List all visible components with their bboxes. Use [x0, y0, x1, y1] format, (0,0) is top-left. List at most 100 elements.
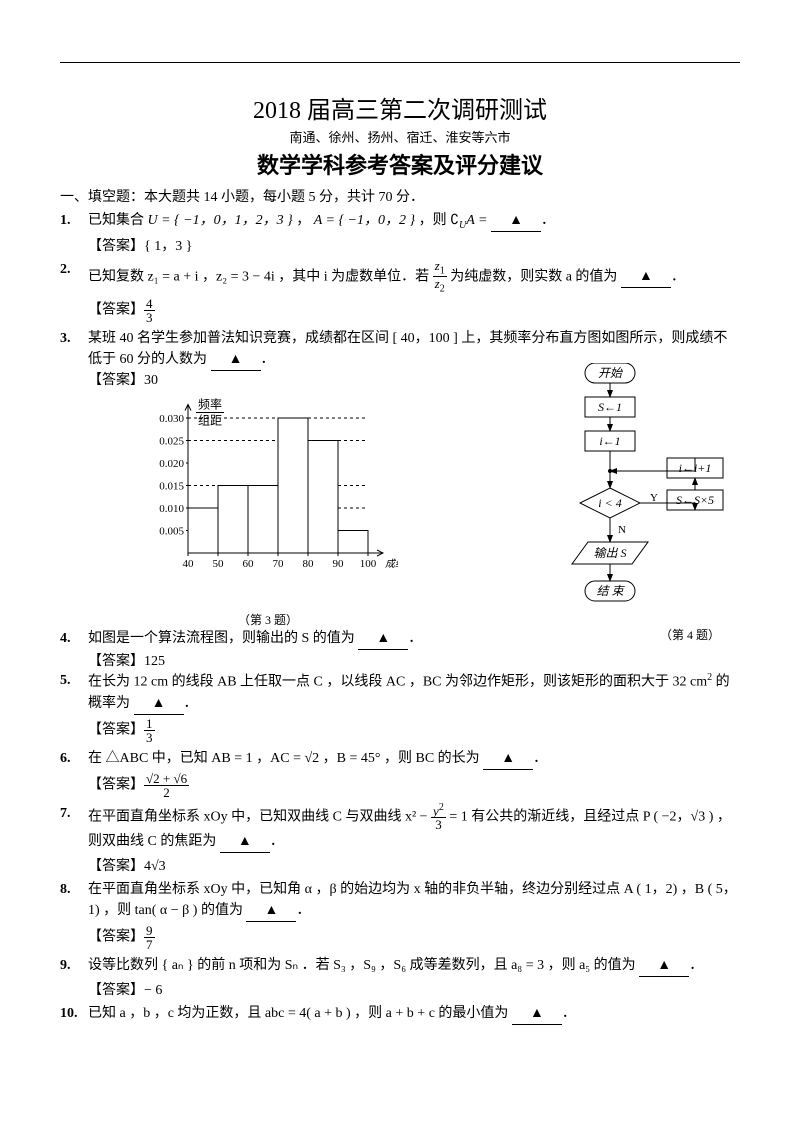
blank-marker: ▲	[501, 751, 515, 766]
question-4: 4. 如图是一个算法流程图，则输出的 S 的值为 ▲．	[60, 628, 740, 650]
q6-num: 6.	[60, 748, 88, 770]
answer-label: 【答案】	[88, 654, 144, 669]
question-2: 2. 已知复数 z₁ = a + i ，z₂ = 3 − 4i ，其中 i 为虚…	[60, 259, 740, 295]
q10-body: 已知 a ，b ，c 均为正数，且 abc = 4( a + b ) ，则 a …	[88, 1003, 740, 1025]
svg-text:90: 90	[333, 558, 345, 570]
q4-blank: ▲	[358, 628, 408, 650]
blank-marker: ▲	[229, 352, 243, 367]
q9-num: 9.	[60, 955, 88, 977]
blank-marker: ▲	[265, 903, 279, 918]
q6-ans-frac: √2 + √62	[144, 772, 189, 799]
q10-blank: ▲	[512, 1003, 562, 1025]
q7-text-a: 在平面直角坐标系 xOy 中，已知双曲线 C 与双曲线 x² −	[88, 809, 431, 824]
q3-text: 某班 40 名学生参加普法知识竞赛，成绩都在区间 [ 40，100 ] 上，其频…	[88, 331, 727, 367]
question-10: 10. 已知 a ，b ，c 均为正数，且 abc = 4( a + b ) ，…	[60, 1003, 740, 1025]
q8-answer: 【答案】97	[88, 924, 740, 951]
svg-text:0.020: 0.020	[159, 458, 184, 470]
svg-text:80: 80	[303, 558, 315, 570]
svg-text:70: 70	[273, 558, 285, 570]
q5-answer: 【答案】13	[88, 717, 740, 744]
q2-blank: ▲	[621, 266, 671, 288]
q1-complement: ∁	[450, 213, 459, 228]
q8-text: 在平面直角坐标系 xOy 中，已知角 α ，β 的始边均为 x 轴的非负半轴，终…	[88, 882, 737, 918]
q4-answer: 【答案】125	[88, 650, 740, 670]
q2-body: 已知复数 z₁ = a + i ，z₂ = 3 − 4i ，其中 i 为虚数单位…	[88, 259, 740, 295]
svg-text:0.005: 0.005	[159, 525, 184, 537]
svg-text:50: 50	[213, 558, 225, 570]
section-heading: 一、填空题：本大题共 14 小题，每小题 5 分，共计 70 分．	[60, 186, 740, 206]
q6-answer: 【答案】√2 + √62	[88, 772, 740, 799]
q2-tail: 为纯虚数，则实数 a 的值为	[450, 269, 617, 284]
flowchart-figure: 开始S←1i←1i < 4i←i+1S←S×5输出 S结 束YN	[510, 363, 740, 623]
q1-mid: ，则	[419, 213, 451, 228]
svg-text:Y: Y	[650, 492, 658, 504]
q4-ans: 125	[144, 654, 165, 669]
q8-num: 8.	[60, 879, 88, 922]
q7-frac: y23	[431, 803, 446, 831]
q3-blank: ▲	[211, 349, 261, 371]
subtitle: 南通、徐州、扬州、宿迁、淮安等六市	[60, 127, 740, 146]
svg-text:60: 60	[243, 558, 255, 570]
q5-body: 在长为 12 cm 的线段 AB 上任取一点 C ，以线段 AC ，BC 为邻边…	[88, 670, 740, 715]
blank-marker: ▲	[639, 269, 653, 284]
q9-blank: ▲	[639, 955, 689, 977]
question-8: 8. 在平面直角坐标系 xOy 中，已知角 α ，β 的始边均为 x 轴的非负半…	[60, 879, 740, 922]
q1-c1: ，	[296, 213, 310, 228]
top-rule	[60, 62, 740, 63]
q7-blank: ▲	[220, 831, 270, 853]
svg-text:N: N	[618, 524, 626, 536]
answer-label: 【答案】	[88, 859, 144, 874]
svg-text:结 束: 结 束	[596, 584, 625, 598]
q1-body: 已知集合 U = { −1，0，1，2，3 } ， A = { −1，0，2 }…	[88, 210, 740, 233]
q4-text: 如图是一个算法流程图，则输出的 S 的值为	[88, 631, 355, 646]
q4-num: 4.	[60, 628, 88, 650]
q6-text: 在 △ABC 中，已知 AB = 1 ，AC = √2 ，B = 45° ，则 …	[88, 751, 480, 766]
q8-ans-n: 9	[144, 924, 155, 938]
q7-answer: 【答案】4√3	[88, 855, 740, 875]
q1-blank: ▲	[491, 210, 541, 232]
q6-blank: ▲	[483, 748, 533, 770]
q9-answer: 【答案】− 6	[88, 979, 740, 999]
q10-text: 已知 a ，b ，c 均为正数，且 abc = 4( a + b ) ，则 a …	[88, 1006, 508, 1021]
question-6: 6. 在 △ABC 中，已知 AB = 1 ，AC = √2 ，B = 45° …	[60, 748, 740, 770]
svg-text:频率: 频率	[198, 396, 222, 411]
answer-label: 【答案】	[88, 930, 144, 945]
question-5: 5. 在长为 12 cm 的线段 AB 上任取一点 C ，以线段 AC ，BC …	[60, 670, 740, 715]
q1-setU: U = { −1，0，1，2，3 }	[148, 213, 293, 228]
q1-answer: 【答案】{ 1，3 }	[88, 235, 740, 255]
q3-num: 3.	[60, 328, 88, 371]
q1-pre: 已知集合	[88, 213, 148, 228]
answer-label: 【答案】	[88, 983, 144, 998]
answer-label: 【答案】	[88, 239, 144, 254]
q4-body: 如图是一个算法流程图，则输出的 S 的值为 ▲．	[88, 628, 740, 650]
svg-text:40: 40	[183, 558, 195, 570]
histogram-figure: 频率组距0.0050.0100.0150.0200.0250.030405060…	[128, 383, 398, 583]
q1-num: 1.	[60, 210, 88, 233]
question-7: 7. 在平面直角坐标系 xOy 中，已知双曲线 C 与双曲线 x² − y23 …	[60, 803, 740, 853]
q1-ans: { 1，3 }	[144, 239, 192, 254]
q2-ans-frac: 43	[144, 297, 155, 324]
svg-text:成绩/分: 成绩/分	[385, 558, 398, 570]
svg-text:0.025: 0.025	[159, 435, 184, 447]
q5-ans-frac: 13	[144, 717, 155, 744]
svg-text:开始: 开始	[598, 366, 623, 380]
q7-ans: 4√3	[144, 859, 166, 874]
q1-after: A =	[466, 213, 487, 228]
q5-num: 5.	[60, 670, 88, 715]
q8-blank: ▲	[246, 900, 296, 922]
caption-q3: （第 3 题）	[238, 611, 298, 628]
question-9: 9. 设等比数列 { aₙ } 的前 n 项和为 Sₙ ．若 S₃ ，S₉ ，S…	[60, 955, 740, 977]
answer-label: 【答案】	[88, 722, 144, 737]
svg-text:0.015: 0.015	[159, 480, 184, 492]
blank-marker: ▲	[509, 213, 523, 228]
svg-text:组距: 组距	[198, 413, 222, 427]
blank-marker: ▲	[376, 631, 390, 646]
blank-marker: ▲	[238, 834, 252, 849]
blank-marker: ▲	[530, 1006, 544, 1021]
q5-ans-n: 1	[144, 717, 155, 731]
q9-text: 设等比数列 { aₙ } 的前 n 项和为 Sₙ ．若 S₃ ，S₉ ，S₆ 成…	[88, 958, 636, 973]
q9-body: 设等比数列 { aₙ } 的前 n 项和为 Sₙ ．若 S₃ ，S₉ ，S₆ 成…	[88, 955, 740, 977]
q10-num: 10.	[60, 1003, 88, 1025]
q5-blank: ▲	[134, 693, 184, 715]
q5-ans-d: 3	[144, 731, 155, 744]
